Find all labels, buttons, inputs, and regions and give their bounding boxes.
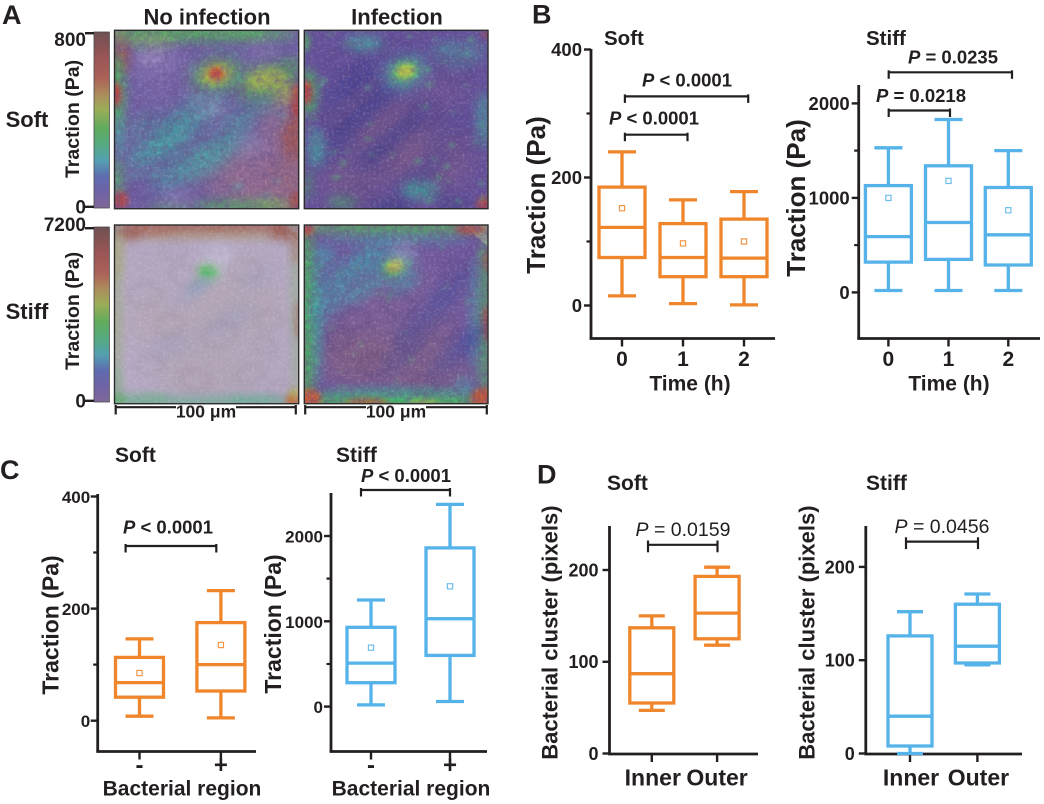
svg-text:800: 800 [54,30,86,51]
svg-text:-: - [136,752,144,779]
svg-text:0: 0 [839,282,849,303]
svg-text:Traction (Pa): Traction (Pa) [781,119,811,276]
svg-text:100: 100 [568,652,598,672]
svg-text:P = 0.0159: P = 0.0159 [636,519,731,541]
svg-text:0: 0 [845,744,855,764]
svg-text:Stiff: Stiff [866,472,908,495]
svg-text:0: 0 [81,712,90,731]
svg-text:B: B [532,0,552,30]
svg-text:-: - [367,752,375,779]
svg-text:Bacterial region: Bacterial region [332,778,491,801]
svg-text:400: 400 [62,488,90,507]
svg-text:Traction (Pa): Traction (Pa) [260,554,286,693]
svg-text:100 μm: 100 μm [366,402,426,422]
svg-text:0: 0 [314,698,323,717]
svg-text:Bacterial cluster (pixels): Bacterial cluster (pixels) [795,505,820,759]
svg-text:D: D [537,460,557,490]
svg-text:Soft: Soft [6,107,49,132]
svg-text:Soft: Soft [604,27,644,50]
svg-text:2000: 2000 [285,528,323,547]
svg-text:+: + [214,752,228,779]
svg-text:2: 2 [1002,348,1014,371]
svg-text:0: 0 [572,295,582,316]
svg-text:C: C [0,455,20,485]
svg-text:200: 200 [568,561,598,581]
svg-text:Soft: Soft [115,444,156,467]
svg-text:0: 0 [75,197,86,218]
svg-text:P = 0.0456: P = 0.0456 [895,516,990,538]
svg-text:P = 0.0235: P = 0.0235 [908,47,998,68]
svg-text:Outer: Outer [948,765,1009,791]
svg-text:Bacterial region: Bacterial region [103,778,262,801]
svg-text:7200: 7200 [44,215,86,236]
svg-text:1: 1 [943,348,955,371]
svg-text:0: 0 [616,348,628,371]
svg-text:P < 0.0001: P < 0.0001 [361,465,451,486]
svg-text:Outer: Outer [686,765,747,791]
svg-text:100: 100 [825,651,855,671]
svg-text:Traction (Pa): Traction (Pa) [38,555,64,694]
svg-text:2: 2 [738,348,750,371]
svg-text:P = 0.0218: P = 0.0218 [876,85,966,106]
svg-text:P < 0.0001: P < 0.0001 [642,69,732,90]
svg-text:Time (h): Time (h) [649,373,730,396]
svg-text:1000: 1000 [809,187,850,208]
svg-text:Soft: Soft [607,472,648,495]
svg-text:200: 200 [62,600,90,619]
svg-text:100 μm: 100 μm [176,402,236,422]
svg-text:0: 0 [883,348,895,371]
svg-text:A: A [2,0,22,30]
svg-text:Traction (Pa): Traction (Pa) [62,252,84,370]
svg-text:Time (h): Time (h) [908,373,989,396]
svg-text:0: 0 [588,744,598,764]
svg-text:Inner: Inner [883,765,939,791]
svg-text:Traction (Pa): Traction (Pa) [62,60,84,178]
svg-text:No infection: No infection [143,5,270,30]
svg-text:Traction (Pa): Traction (Pa) [521,116,551,273]
svg-text:Stiff: Stiff [336,444,378,467]
svg-text:2000: 2000 [809,93,850,114]
svg-text:200: 200 [825,557,855,577]
svg-text:200: 200 [551,167,582,188]
svg-text:P < 0.0001: P < 0.0001 [123,517,213,538]
svg-text:1: 1 [677,348,689,371]
svg-text:Stiff: Stiff [6,299,49,324]
svg-text:P < 0.0001: P < 0.0001 [609,108,699,129]
svg-text:1000: 1000 [285,613,323,632]
svg-text:Stiff: Stiff [866,27,906,50]
svg-text:+: + [443,752,457,779]
svg-text:0: 0 [75,391,86,412]
svg-text:Infection: Infection [351,5,443,30]
svg-text:Inner: Inner [625,765,681,791]
svg-text:Bacterial cluster (pixels): Bacterial cluster (pixels) [538,505,563,759]
svg-text:400: 400 [551,39,582,60]
